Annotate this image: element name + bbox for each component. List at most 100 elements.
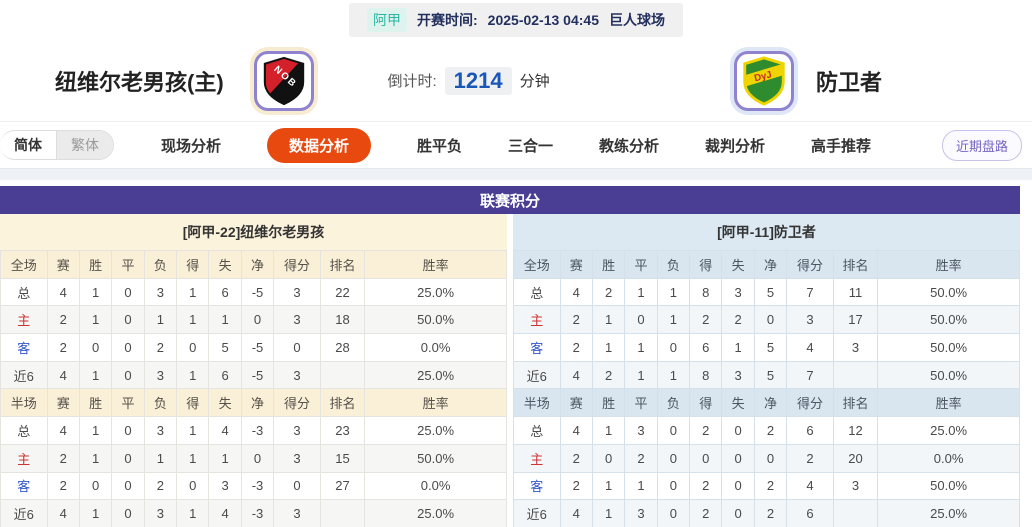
stat-cell: 23: [319, 416, 366, 445]
countdown-unit: 分钟: [519, 73, 550, 90]
stat-cell: 0: [656, 443, 691, 473]
nav-divider-strip: [0, 168, 1032, 180]
stat-cell: 0: [111, 416, 145, 445]
stat-cell: 4: [786, 333, 834, 362]
stat-cell: 0: [624, 305, 658, 335]
table-row: 总 4 1 3 0 2 0 2 6 12 25.0%: [513, 416, 1020, 445]
column-header: 赛: [46, 388, 80, 418]
stat-cell: 3: [273, 443, 321, 473]
column-header: 胜: [78, 250, 113, 279]
top-info-bar: 阿甲 开赛时间: 2025-02-13 04:45 巨人球场: [0, 0, 1032, 40]
stat-cell: 25.0%: [364, 499, 507, 527]
stat-cell: 1: [78, 305, 113, 335]
table-row: 总 4 2 1 1 8 3 5 7 11 50.0%: [513, 277, 1020, 307]
stat-cell: 1: [591, 305, 626, 335]
stat-cell: 0.0%: [364, 471, 507, 501]
stat-cell: 0: [656, 333, 691, 362]
stat-cell: 25.0%: [364, 277, 507, 307]
stat-cell: 0: [689, 443, 723, 473]
stat-cell: 3: [721, 360, 755, 390]
stat-cell: 3: [721, 277, 755, 307]
column-header: 平: [111, 250, 145, 279]
stat-cell: -5: [240, 277, 275, 307]
venue: 巨人球场: [608, 12, 665, 28]
nav-tab[interactable]: 数据分析: [266, 127, 371, 163]
row-label: 主: [0, 305, 48, 335]
column-header: 失: [208, 250, 242, 279]
nav-tab[interactable]: 教练分析: [599, 137, 660, 155]
table-row: 近6 4 1 0 3 1 6 -5 3 25.0%: [0, 360, 507, 390]
away-team-zone: DyJ 防卫者: [550, 46, 1032, 115]
stat-cell: 1: [176, 499, 210, 527]
table-row: 客 2 0 0 2 0 5 -5 0 28 0.0%: [0, 333, 507, 362]
recent-odds-button[interactable]: 近期盘路: [941, 129, 1022, 161]
row-label: 近6: [0, 499, 48, 527]
column-header: 排名: [832, 250, 879, 279]
stat-cell: 0: [721, 416, 755, 445]
stat-cell: 0: [78, 471, 113, 501]
stat-cell: 1: [591, 333, 626, 362]
stat-cell: 2: [786, 443, 834, 473]
stat-cell: 0: [656, 471, 691, 501]
stat-cell: -5: [240, 333, 275, 362]
stat-cell: 4: [46, 499, 80, 527]
column-header: 赛: [559, 250, 593, 279]
stat-cell: 0: [176, 333, 210, 362]
nav-tab[interactable]: 三合一: [507, 137, 553, 155]
match-header: 纽维尔老男孩(主) NOB 倒计时: 1214 分钟: [0, 40, 1032, 122]
column-header: 得: [176, 388, 210, 418]
table-row: 客 2 0 0 2 0 3 -3 0 27 0.0%: [0, 471, 507, 501]
stat-cell: 7: [786, 360, 834, 390]
column-header: 赛: [559, 388, 593, 418]
stat-cell: 50.0%: [877, 333, 1020, 362]
stat-cell: 5: [208, 333, 242, 362]
column-header: 赛: [46, 250, 80, 279]
stat-cell: 3: [273, 277, 321, 307]
lang-option[interactable]: 简体: [0, 131, 57, 159]
table-row: 客 2 1 1 0 6 1 5 4 3 50.0%: [513, 333, 1020, 362]
nav-tab[interactable]: 高手推荐: [811, 137, 872, 155]
away-standings: [阿甲-11]防卫者 全场赛胜平负得失净得分 排名 胜率总 4 2 1 1 8 3 5 7 11 50.…: [513, 214, 1020, 527]
stat-cell: 1: [143, 305, 178, 335]
nav-tab[interactable]: 现场分析: [160, 137, 221, 155]
nav-bar: 简体 繁体 现场分析 数据分析 胜平负 三合一 教练分析 裁判分析 高手推荐 近期盘路: [0, 122, 1032, 168]
lang-option[interactable]: 繁体: [57, 131, 113, 159]
column-header-row: 半场赛胜平负得失净得分 排名 胜率: [0, 388, 507, 418]
stat-cell: 6: [689, 333, 723, 362]
column-header: 得: [689, 250, 723, 279]
stat-cell: 0: [176, 471, 210, 501]
stat-cell: 4: [208, 416, 242, 445]
home-crest-icon: NOB: [263, 56, 304, 105]
table-row: 总 4 1 0 3 1 4 -3 3 23 25.0%: [0, 416, 507, 445]
stat-cell: 1: [78, 499, 113, 527]
column-header: 胜: [591, 250, 626, 279]
stat-cell: 1: [721, 333, 755, 362]
nav-tab[interactable]: 胜平负: [416, 137, 462, 155]
column-header: 全场: [0, 250, 48, 279]
row-label: 总: [0, 277, 48, 307]
table-row: 主 2 1 0 1 2 2 0 3 17 50.0%: [513, 305, 1020, 335]
stat-cell: 25.0%: [877, 416, 1020, 445]
row-label: 客: [513, 333, 561, 362]
column-header: 得: [176, 250, 210, 279]
stat-cell: 1: [208, 305, 242, 335]
nav-tab[interactable]: 裁判分析: [705, 137, 766, 155]
stat-cell: 2: [559, 471, 593, 501]
stat-cell: 2: [689, 305, 723, 335]
league-badge[interactable]: 阿甲: [367, 8, 407, 32]
column-header: 胜: [591, 388, 626, 418]
stat-cell: 1: [176, 416, 210, 445]
column-header: 胜率: [364, 388, 507, 418]
table-row: 主 2 0 2 0 0 0 0 2 20 0.0%: [513, 443, 1020, 473]
language-toggle[interactable]: 简体 繁体: [0, 130, 114, 160]
stat-cell: 0: [273, 471, 321, 501]
column-header: 负: [143, 250, 178, 279]
stat-cell: 1: [624, 277, 658, 307]
stat-cell: 50.0%: [877, 277, 1020, 307]
row-label: 主: [513, 443, 561, 473]
column-header: 得分: [273, 388, 321, 418]
stat-cell: 0: [753, 443, 788, 473]
column-header: 平: [624, 388, 658, 418]
table-row: 客 2 1 1 0 2 0 2 4 3 50.0%: [513, 471, 1020, 501]
stat-cell: 2: [689, 499, 723, 527]
